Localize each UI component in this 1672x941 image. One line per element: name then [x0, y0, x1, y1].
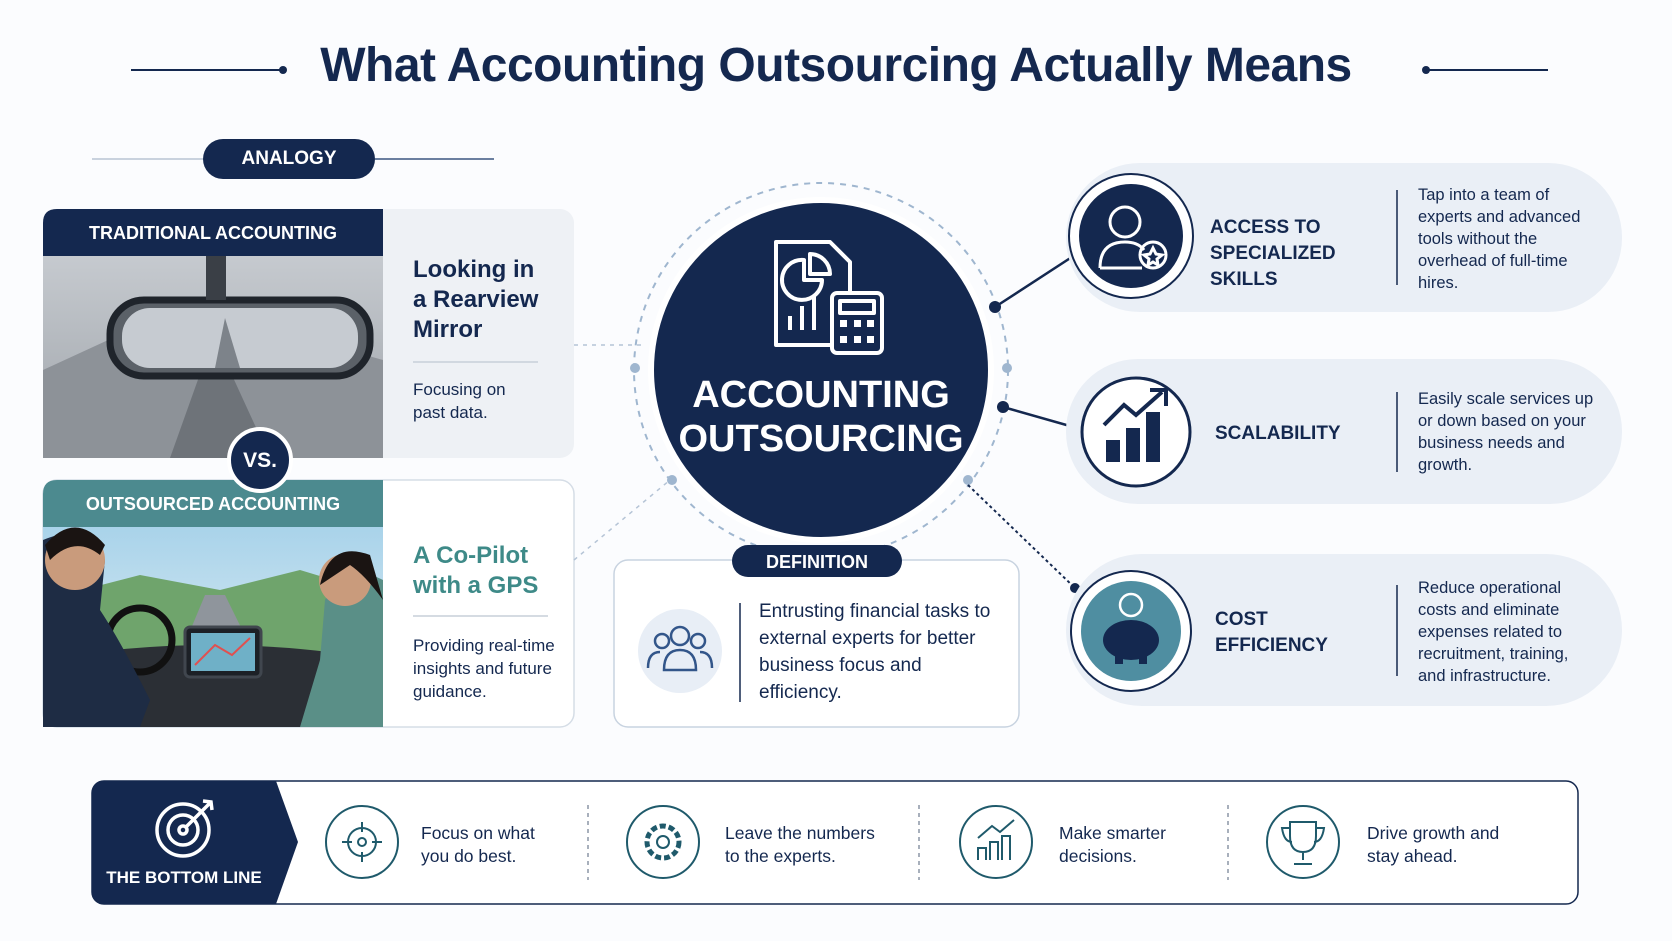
vs-label: VS. — [243, 449, 277, 472]
benefit-text: Easily scale services up or down based o… — [1418, 390, 1594, 474]
benefit-text: Tap into a team of experts and advanced … — [1418, 186, 1581, 292]
bottom-line-label: THE BOTTOM LINE — [106, 868, 262, 887]
traditional-description: Focusing on past data. — [413, 380, 506, 422]
traditional-header: TRADITIONAL ACCOUNTING — [89, 223, 337, 243]
center-title: ACCOUNTING OUTSOURCING — [678, 374, 964, 460]
bottom-item: Focus on what you do best. — [421, 823, 535, 866]
bottom-item: Leave the numbers to the experts. — [725, 823, 875, 866]
benefit-text: Reduce operational costs and eliminate e… — [1418, 579, 1569, 685]
benefit-title: COST EFFICIENCY — [1215, 609, 1328, 656]
benefit-title: SCALABILITY — [1215, 423, 1341, 444]
traditional-title: Looking in a Rearview Mirror — [413, 256, 539, 343]
definition-label: DEFINITION — [766, 552, 868, 572]
title: What Accounting Outsourcing Actually Mea… — [320, 39, 1352, 92]
definition-text: Entrusting financial tasks to external e… — [759, 601, 991, 703]
outsourced-description: Providing real-time insights and future … — [413, 636, 555, 701]
benefit-title: ACCESS TO SPECIALIZED SKILLS — [1210, 217, 1336, 290]
bottom-item: Drive growth and stay ahead. — [1367, 823, 1500, 866]
analogy-label: ANALOGY — [241, 148, 337, 169]
outsourced-header: OUTSOURCED ACCOUNTING — [85, 494, 341, 514]
outsourced-title: A Co-Pilot with a GPS — [413, 542, 539, 599]
bottom-item: Make smarter decisions. — [1059, 823, 1166, 866]
